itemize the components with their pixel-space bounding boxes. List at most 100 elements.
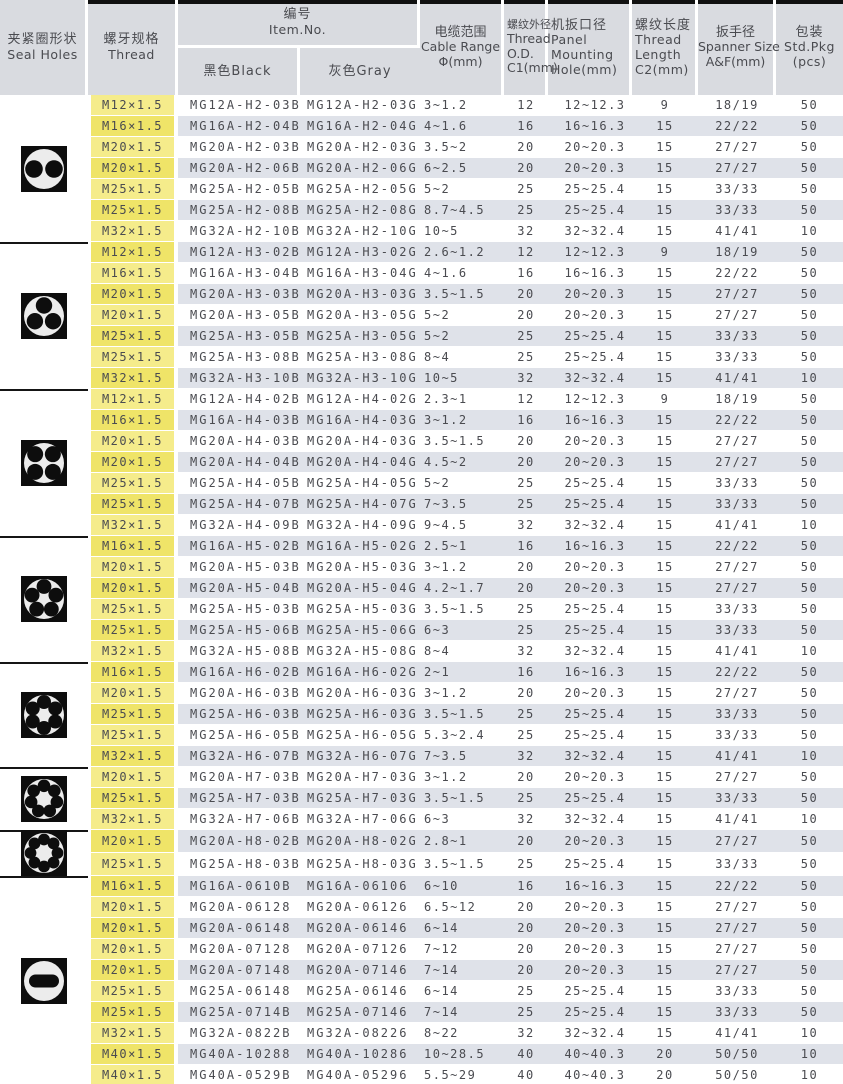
spanner-size-cell: 41/41 — [698, 221, 776, 242]
thread-spec-cell: M32×1.5 — [88, 746, 178, 767]
spanner-size-cell: 33/33 — [698, 725, 776, 746]
table-row: M25×1.5 MG25A-0714B MG25A-07146 7~14 25 25~25… — [0, 1002, 843, 1023]
panel-hole-cell: 25~25.4 — [548, 981, 632, 1002]
thread-spec-cell: M20×1.5 — [88, 939, 178, 960]
table-row: M25×1.5 MG25A-H5-06B MG25A-H5-06G 6~3 25 25~2… — [0, 620, 843, 641]
thread-length-cell: 15 — [632, 431, 698, 452]
spanner-size-cell: 50/50 — [698, 1065, 776, 1084]
thread-spec-cell: M20×1.5 — [88, 767, 178, 788]
seal-holes-cell — [0, 536, 88, 662]
thread-od-cell: 32 — [504, 515, 548, 536]
panel-hole-cell: 20~20.3 — [548, 767, 632, 788]
col-header-thread-length: 螺纹长度 Thread Length C2(mm) — [632, 0, 698, 95]
thread-length-cell: 15 — [632, 876, 698, 897]
table-row: M16×1.5 MG16A-H2-04B MG16A-H2-04G 4~1.6 16 16… — [0, 116, 843, 137]
spanner-size-cell: 22/22 — [698, 263, 776, 284]
spanner-size-cell: 33/33 — [698, 179, 776, 200]
thread-length-cell: 15 — [632, 853, 698, 876]
item-no-black-cell: MG25A-H6-03B — [178, 704, 300, 725]
std-pkg-cell: 10 — [776, 1044, 843, 1065]
std-pkg-cell: 10 — [776, 746, 843, 767]
panel-hole-cell: 25~25.4 — [548, 788, 632, 809]
panel-hole-cell: 16~16.3 — [548, 662, 632, 683]
cable-range-cell: 5~2 — [420, 326, 504, 347]
thread-spec-cell: M25×1.5 — [88, 179, 178, 200]
item-no-gray-cell: MG20A-H2-03G — [300, 137, 420, 158]
table-row: M20×1.5 MG20A-H6-03B MG20A-H6-03G 3~1.2 20 20… — [0, 683, 843, 704]
cable-range-cell: 5~2 — [420, 179, 504, 200]
item-no-black-cell: MG20A-06148 — [178, 918, 300, 939]
item-no-gray-cell: MG20A-07146 — [300, 960, 420, 981]
item-no-gray-cell: MG20A-H4-04G — [300, 452, 420, 473]
cable-range-cell: 5~2 — [420, 305, 504, 326]
item-no-gray-cell: MG20A-H4-03G — [300, 431, 420, 452]
panel-hole-cell: 32~32.4 — [548, 221, 632, 242]
cable-range-cell: 5~2 — [420, 473, 504, 494]
spanner-size-cell: 41/41 — [698, 368, 776, 389]
spanner-size-cell: 27/27 — [698, 137, 776, 158]
item-no-gray-cell: MG16A-H4-03G — [300, 410, 420, 431]
item-no-gray-cell: MG12A-H3-02G — [300, 242, 420, 263]
item-no-black-cell: MG32A-H4-09B — [178, 515, 300, 536]
panel-hole-cell: 32~32.4 — [548, 809, 632, 830]
table-row: M16×1.5 MG16A-H4-03B MG16A-H4-03G 3~1.2 16 16… — [0, 410, 843, 431]
cable-range-cell: 10~5 — [420, 368, 504, 389]
cable-range-cell: 6~3 — [420, 809, 504, 830]
table-row: M12×1.5 MG12A-H3-02B MG12A-H3-02G 2.6~1.2 12… — [0, 242, 843, 389]
thread-od-cell: 25 — [504, 1002, 548, 1023]
table-row: M20×1.5 MG20A-H4-04B MG20A-H4-04G 4.5~2 20 20… — [0, 452, 843, 473]
thread-length-cell: 20 — [632, 1044, 698, 1065]
thread-spec-cell: M20×1.5 — [88, 158, 178, 179]
thread-od-cell: 32 — [504, 221, 548, 242]
spanner-size-cell: 18/19 — [698, 95, 776, 116]
thread-length-cell: 15 — [632, 788, 698, 809]
thread-length-cell: 15 — [632, 746, 698, 767]
thread-od-cell: 20 — [504, 683, 548, 704]
table-row: M25×1.5 MG25A-H6-05B MG25A-H6-05G 5.3~2.4 25… — [0, 725, 843, 746]
table-row: M16×1.5 MG16A-0610B MG16A-06106 6~10 16 16~16… — [0, 876, 843, 1084]
cable-range-cell: 6~14 — [420, 918, 504, 939]
table-row: M20×1.5 MG20A-H2-03B MG20A-H2-03G 3.5~2 20 20… — [0, 137, 843, 158]
cable-range-cell: 3.5~1.5 — [420, 431, 504, 452]
table-row: M40×1.5 MG40A-0529B MG40A-05296 5.5~29 40 40~… — [0, 1065, 843, 1084]
thread-length-cell: 15 — [632, 200, 698, 221]
table-row: M25×1.5 MG25A-H8-03B MG25A-H8-03G 3.5~1.5 25… — [0, 853, 843, 876]
table-body: M12×1.5 MG12A-H2-03B MG12A-H2-03G 3~1.2 12 12… — [0, 95, 843, 1084]
item-no-black-cell: MG20A-H7-03B — [178, 767, 300, 788]
cable-range-cell: 6.5~12 — [420, 897, 504, 918]
panel-hole-cell: 20~20.3 — [548, 939, 632, 960]
two-hole-seal-icon — [21, 145, 67, 192]
panel-hole-cell: 25~25.4 — [548, 1002, 632, 1023]
spanner-size-cell: 22/22 — [698, 536, 776, 557]
panel-hole-cell: 20~20.3 — [548, 158, 632, 179]
thread-od-cell: 20 — [504, 557, 548, 578]
spanner-size-cell: 33/33 — [698, 200, 776, 221]
spanner-size-cell: 18/19 — [698, 389, 776, 410]
thread-length-cell: 15 — [632, 704, 698, 725]
table-row: M20×1.5 MG20A-H5-04B MG20A-H5-04G 4.2~1.7 20… — [0, 578, 843, 599]
cable-range-cell: 2.5~1 — [420, 536, 504, 557]
table-row: M20×1.5 MG20A-H5-03B MG20A-H5-03G 3~1.2 20 20… — [0, 557, 843, 578]
item-no-gray-cell: MG32A-H2-10G — [300, 221, 420, 242]
std-pkg-cell: 50 — [776, 767, 843, 788]
std-pkg-cell: 10 — [776, 809, 843, 830]
cable-range-cell: 5.3~2.4 — [420, 725, 504, 746]
std-pkg-cell: 50 — [776, 473, 843, 494]
std-pkg-cell: 50 — [776, 683, 843, 704]
item-no-gray-cell: MG32A-H7-06G — [300, 809, 420, 830]
table-row: M32×1.5 MG32A-H6-07B MG32A-H6-07G 7~3.5 32 32… — [0, 746, 843, 767]
spanner-size-cell: 50/50 — [698, 1044, 776, 1065]
cable-range-cell: 3~1.2 — [420, 557, 504, 578]
item-no-gray-cell: MG12A-H4-02G — [300, 389, 420, 410]
item-no-black-cell: MG32A-H6-07B — [178, 746, 300, 767]
item-no-black-cell: MG20A-H6-03B — [178, 683, 300, 704]
spanner-size-cell: 27/27 — [698, 452, 776, 473]
item-no-gray-cell: MG25A-07146 — [300, 1002, 420, 1023]
std-pkg-cell: 50 — [776, 960, 843, 981]
thread-od-cell: 12 — [504, 242, 548, 263]
thread-length-cell: 15 — [632, 725, 698, 746]
item-no-black-cell: MG32A-H2-10B — [178, 221, 300, 242]
item-no-gray-cell: MG12A-H2-03G — [300, 95, 420, 116]
spanner-size-cell: 27/27 — [698, 284, 776, 305]
